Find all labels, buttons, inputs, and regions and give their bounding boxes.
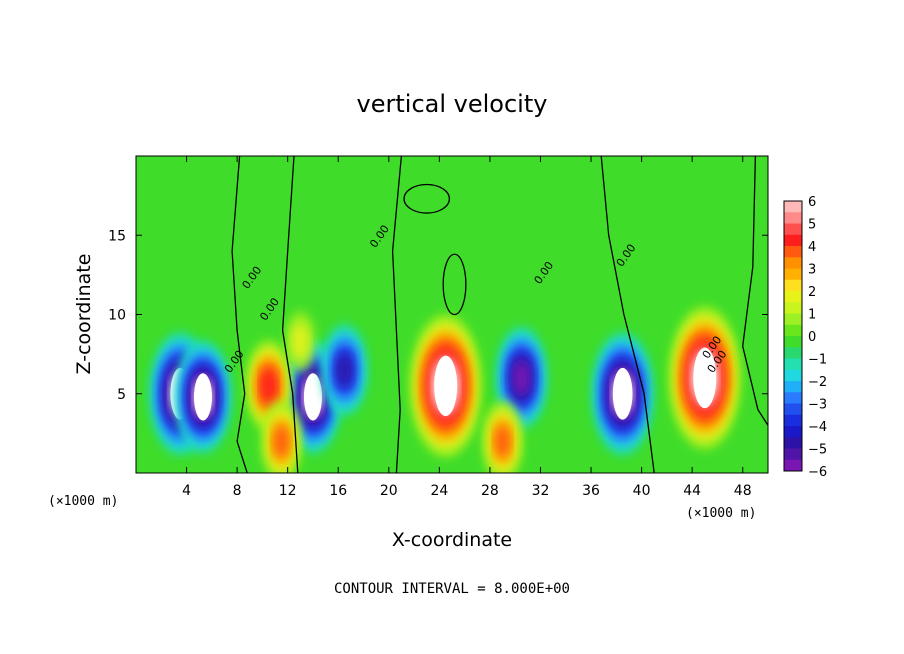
colorbar-tick-label: 3 bbox=[808, 263, 816, 278]
x-tick-label: 36 bbox=[582, 483, 600, 499]
colorbar-tick-label: −6 bbox=[808, 465, 827, 480]
x-axis: 4 8 12 16 20 24 28 32 36 40 44 48 bbox=[182, 156, 752, 499]
x-tick-label: 28 bbox=[481, 483, 499, 499]
velocity-field bbox=[149, 305, 741, 473]
x-axis-unit-left: (×1000 m) bbox=[48, 494, 118, 509]
field-blob bbox=[273, 424, 290, 458]
colorbar-swatch bbox=[784, 212, 802, 224]
x-tick-label: 4 bbox=[182, 483, 191, 499]
x-tick-label: 48 bbox=[734, 483, 752, 499]
colorbar-swatch bbox=[784, 246, 802, 258]
colorbar-swatch bbox=[784, 426, 802, 438]
colorbar-tick-label: −4 bbox=[808, 420, 827, 435]
chart-title: vertical velocity bbox=[357, 90, 548, 118]
field-blob bbox=[512, 360, 531, 395]
colorbar-swatch bbox=[784, 414, 802, 427]
x-tick-label: 16 bbox=[329, 483, 347, 499]
colorbar-swatch bbox=[784, 313, 802, 326]
colorbar-swatch bbox=[784, 291, 802, 303]
colorbar-swatch bbox=[784, 369, 802, 382]
y-axis: 5 10 15 bbox=[108, 228, 768, 403]
field-core bbox=[303, 373, 322, 421]
plot-area: 0.000.000.000.000.000.00 0.000.00 bbox=[136, 156, 768, 473]
x-tick-label: 32 bbox=[532, 483, 550, 499]
colorbar-swatch bbox=[784, 448, 802, 461]
colorbar-swatch bbox=[784, 302, 802, 314]
contour-line bbox=[742, 156, 768, 426]
colorbar-swatch bbox=[784, 324, 802, 337]
colorbar-swatch bbox=[784, 336, 802, 348]
contour-interval-note: CONTOUR INTERVAL = 8.000E+00 bbox=[334, 581, 570, 597]
field-blob bbox=[260, 369, 277, 403]
colorbar-tick-label: −1 bbox=[808, 353, 827, 368]
x-tick-label: 20 bbox=[380, 483, 398, 499]
field-blob bbox=[494, 424, 511, 458]
x-tick-label: 44 bbox=[683, 483, 701, 499]
colorbar: 6 5 4 3 2 1 0 −1 −2 −3 −4 −5 −6 bbox=[783, 195, 827, 480]
y-tick-label: 5 bbox=[117, 387, 126, 403]
y-tick-label: 10 bbox=[108, 308, 126, 324]
colorbar-swatch bbox=[784, 257, 802, 269]
colorbar-swatch bbox=[784, 437, 802, 449]
colorbar-swatch bbox=[784, 381, 802, 393]
x-axis-label: X-coordinate bbox=[392, 529, 512, 551]
field-blob bbox=[336, 353, 353, 387]
colorbar-tick-label: 0 bbox=[808, 330, 816, 345]
colorbar-tick-label: −3 bbox=[808, 398, 827, 413]
x-tick-label: 12 bbox=[279, 483, 297, 499]
colorbar-tick-label: 1 bbox=[808, 308, 816, 323]
colorbar-swatch bbox=[784, 223, 802, 236]
contour-loop bbox=[442, 253, 467, 316]
colorbar-frame bbox=[783, 200, 803, 472]
colorbar-tick-label: 6 bbox=[808, 195, 816, 210]
contour-line bbox=[281, 156, 299, 473]
field-blob bbox=[291, 323, 310, 360]
colorbar-swatch bbox=[784, 358, 802, 371]
y-axis-label: Z-coordinate bbox=[73, 254, 95, 375]
contour-line bbox=[231, 156, 248, 473]
field-core bbox=[612, 367, 633, 420]
colorbar-swatch bbox=[784, 268, 802, 281]
colorbar-swatch bbox=[784, 201, 802, 213]
colorbar-swatch bbox=[784, 392, 802, 404]
colorbar-tick-label: 4 bbox=[808, 240, 816, 255]
colorbar-tick-label: −2 bbox=[808, 375, 827, 390]
y-tick-label: 15 bbox=[108, 228, 126, 244]
x-tick-label: 24 bbox=[430, 483, 448, 499]
contour-line bbox=[600, 156, 655, 473]
colorbar-swatch bbox=[784, 279, 802, 292]
field-core bbox=[693, 347, 717, 409]
x-tick-label: 40 bbox=[633, 483, 651, 499]
field-core bbox=[193, 373, 213, 421]
colorbar-swatch bbox=[784, 403, 802, 416]
colorbar-swatch bbox=[784, 347, 802, 359]
colorbar-swatch bbox=[784, 234, 802, 247]
colorbar-swatch bbox=[784, 459, 802, 472]
contour-loop bbox=[403, 183, 451, 214]
x-axis-unit-right: (×1000 m) bbox=[686, 506, 756, 521]
colorbar-tick-label: 5 bbox=[808, 218, 816, 233]
field-core bbox=[434, 355, 458, 417]
contour-line bbox=[391, 156, 403, 473]
x-tick-label: 8 bbox=[233, 483, 242, 499]
colorbar-tick-label: −5 bbox=[808, 443, 827, 458]
colorbar-tick-label: 2 bbox=[808, 285, 816, 300]
